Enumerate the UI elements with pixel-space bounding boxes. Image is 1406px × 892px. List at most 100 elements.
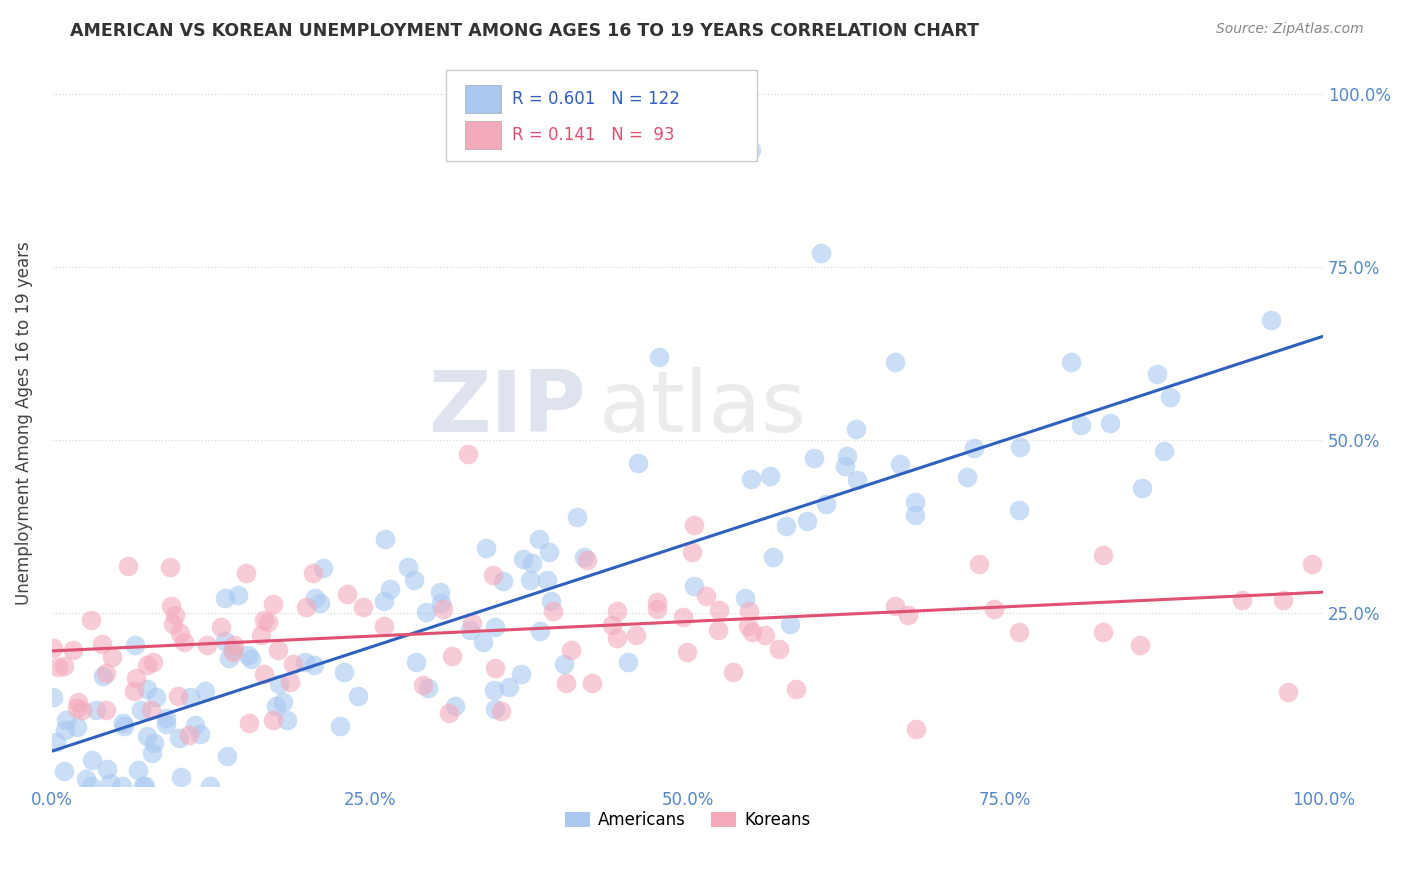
Point: [904, 495, 927, 509]
Point: [1129, 639, 1152, 653]
Point: [740, 143, 762, 157]
Text: Source: ZipAtlas.com: Source: ZipAtlas.com: [1216, 22, 1364, 37]
Point: [440, 648, 463, 663]
Point: [267, 643, 290, 657]
Point: [835, 450, 858, 464]
Point: [512, 552, 534, 566]
Point: [967, 557, 990, 571]
Point: [648, 350, 671, 364]
Point: [509, 667, 531, 681]
Point: [143, 736, 166, 750]
Point: [671, 610, 693, 624]
Point: [169, 625, 191, 640]
Point: [165, 608, 187, 623]
Point: [264, 699, 287, 714]
Point: [404, 573, 426, 587]
Point: [553, 657, 575, 671]
Point: [1092, 624, 1115, 639]
Point: [226, 588, 249, 602]
Point: [235, 566, 257, 580]
Point: [682, 518, 704, 533]
Point: [329, 719, 352, 733]
Point: [761, 550, 783, 565]
Point: [278, 674, 301, 689]
Point: [484, 661, 506, 675]
Point: [627, 457, 650, 471]
Point: [222, 645, 245, 659]
Point: [963, 441, 986, 455]
Point: [682, 579, 704, 593]
Point: [276, 713, 298, 727]
Point: [55, 723, 77, 738]
Text: R = 0.141   N =  93: R = 0.141 N = 93: [512, 126, 675, 145]
Point: [529, 624, 551, 638]
Point: [560, 643, 582, 657]
Point: [190, 727, 212, 741]
Point: [606, 632, 628, 646]
Point: [132, 779, 155, 793]
Point: [1159, 390, 1181, 404]
Point: [209, 619, 232, 633]
Point: [884, 599, 907, 614]
Point: [66, 720, 89, 734]
Point: [904, 508, 927, 522]
Point: [884, 354, 907, 368]
Point: [498, 680, 520, 694]
Point: [373, 593, 395, 607]
Point: [304, 657, 326, 672]
Point: [332, 665, 354, 679]
Point: [111, 716, 134, 731]
Point: [136, 729, 159, 743]
Point: [312, 561, 335, 575]
Point: [170, 770, 193, 784]
Point: [294, 655, 316, 669]
Point: [173, 635, 195, 649]
Point: [75, 772, 97, 786]
Point: [396, 560, 419, 574]
Point: [1060, 355, 1083, 369]
Point: [302, 566, 325, 581]
Point: [82, 752, 104, 766]
Point: [214, 634, 236, 648]
Point: [252, 666, 274, 681]
Point: [520, 557, 543, 571]
Point: [540, 594, 562, 608]
Y-axis label: Unemployment Among Ages 16 to 19 years: Unemployment Among Ages 16 to 19 years: [15, 241, 32, 605]
Point: [135, 658, 157, 673]
Point: [167, 689, 190, 703]
Point: [96, 665, 118, 680]
Point: [262, 597, 284, 611]
Point: [374, 533, 396, 547]
Point: [1130, 482, 1153, 496]
Point: [492, 574, 515, 589]
Point: [1230, 592, 1253, 607]
Point: [224, 638, 246, 652]
Point: [444, 698, 467, 713]
Point: [142, 656, 165, 670]
Point: [415, 605, 437, 619]
Point: [815, 496, 838, 510]
Point: [775, 518, 797, 533]
Point: [1098, 417, 1121, 431]
Point: [160, 599, 183, 613]
Point: [127, 763, 149, 777]
Point: [810, 246, 832, 260]
Point: [295, 599, 318, 614]
Point: [139, 703, 162, 717]
Legend: Americans, Koreans: Americans, Koreans: [558, 805, 817, 836]
Text: R = 0.601   N = 122: R = 0.601 N = 122: [512, 90, 681, 108]
Point: [67, 695, 90, 709]
Point: [412, 678, 434, 692]
Point: [91, 669, 114, 683]
Point: [581, 676, 603, 690]
Point: [336, 587, 359, 601]
Point: [471, 635, 494, 649]
Point: [527, 533, 550, 547]
Point: [1092, 548, 1115, 562]
Point: [100, 776, 122, 790]
Point: [1008, 502, 1031, 516]
Point: [236, 648, 259, 662]
Point: [124, 684, 146, 698]
Point: [738, 604, 761, 618]
Point: [65, 700, 87, 714]
